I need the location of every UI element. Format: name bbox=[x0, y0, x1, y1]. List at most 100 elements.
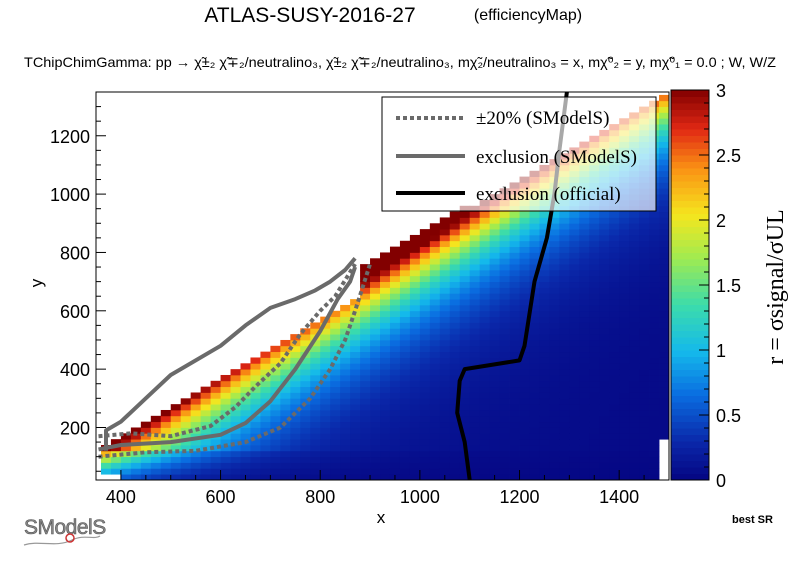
heatmap-cell bbox=[629, 363, 640, 370]
heatmap-cell bbox=[629, 392, 640, 399]
heatmap-cell bbox=[210, 409, 221, 417]
heatmap-cell bbox=[659, 293, 670, 300]
heatmap-cell bbox=[380, 427, 391, 434]
heatmap-cell bbox=[220, 468, 231, 475]
heatmap-cell bbox=[409, 316, 421, 323]
heatmap-cell bbox=[559, 240, 570, 248]
heatmap-cell bbox=[629, 433, 640, 440]
heatmap-cell bbox=[280, 468, 291, 475]
heatmap-cell bbox=[449, 421, 461, 428]
heatmap-cell bbox=[649, 240, 660, 248]
heatmap-cell bbox=[599, 474, 610, 481]
heatmap-cell bbox=[120, 474, 132, 481]
heatmap-cell bbox=[539, 421, 550, 428]
heatmap-cell bbox=[609, 328, 620, 335]
heatmap-cell bbox=[280, 474, 291, 481]
heatmap-cell bbox=[140, 450, 152, 458]
heatmap-cell bbox=[360, 398, 371, 405]
heatmap-cell bbox=[370, 351, 381, 358]
heatmap-cell bbox=[529, 450, 540, 458]
heatmap-cell bbox=[270, 369, 281, 376]
heatmap-cell bbox=[499, 433, 510, 440]
heatmap-cell bbox=[399, 404, 411, 411]
heatmap-cell bbox=[250, 363, 261, 370]
heatmap-cell bbox=[449, 450, 461, 458]
heatmap-cell bbox=[439, 275, 451, 283]
heatmap-cell bbox=[559, 444, 570, 452]
heatmap-cell bbox=[599, 456, 610, 463]
heatmap-cell bbox=[459, 415, 471, 423]
heatmap-cell bbox=[320, 456, 331, 463]
heatmap-cell bbox=[200, 427, 211, 434]
heatmap-cell bbox=[499, 439, 510, 446]
heatmap-cell bbox=[639, 392, 650, 399]
colorbar-segment bbox=[671, 135, 709, 143]
heatmap-cell bbox=[539, 439, 550, 446]
heatmap-cell bbox=[649, 293, 660, 300]
heatmap-cell bbox=[659, 252, 670, 259]
heatmap-cell bbox=[419, 339, 431, 347]
heatmap-cell bbox=[639, 223, 650, 230]
heatmap-cell bbox=[659, 258, 670, 265]
heatmap-cell bbox=[280, 398, 291, 405]
heatmap-cell bbox=[509, 234, 520, 242]
heatmap-cell bbox=[599, 316, 610, 323]
heatmap-cell bbox=[280, 415, 291, 423]
heatmap-cell bbox=[539, 339, 550, 347]
heatmap-cell bbox=[300, 386, 311, 393]
heatmap-cell bbox=[300, 328, 311, 335]
x-tick-label: 800 bbox=[305, 487, 335, 507]
heatmap-cell bbox=[479, 433, 491, 440]
heatmap-cell bbox=[409, 246, 421, 253]
heatmap-cell bbox=[449, 223, 461, 230]
heatmap-cell bbox=[489, 427, 500, 434]
heatmap-cell bbox=[659, 404, 670, 411]
heatmap-cell bbox=[200, 421, 211, 428]
heatmap-cell bbox=[439, 258, 451, 265]
heatmap-cell bbox=[449, 427, 461, 434]
heatmap-cell bbox=[320, 444, 331, 452]
heatmap-cell bbox=[280, 369, 291, 376]
heatmap-cell bbox=[519, 310, 530, 318]
heatmap-cell bbox=[419, 398, 431, 405]
heatmap-cell bbox=[180, 433, 192, 440]
heatmap-cell bbox=[539, 404, 550, 411]
heatmap-cell bbox=[599, 433, 610, 440]
heatmap-cell bbox=[599, 339, 610, 347]
heatmap-cell bbox=[350, 421, 361, 428]
heatmap-cell bbox=[340, 462, 351, 469]
heatmap-cell bbox=[449, 310, 461, 318]
heatmap-cell bbox=[469, 322, 481, 329]
heatmap-cell bbox=[399, 433, 411, 440]
heatmap-cell bbox=[559, 299, 570, 306]
heatmap-cell bbox=[389, 299, 401, 306]
heatmap-cell bbox=[619, 339, 630, 347]
heatmap-cell bbox=[419, 468, 431, 475]
heatmap-cell bbox=[659, 223, 670, 230]
heatmap-cell bbox=[509, 223, 520, 230]
heatmap-cell bbox=[619, 322, 630, 329]
heatmap-cell bbox=[479, 310, 491, 318]
heatmap-cell bbox=[270, 357, 281, 364]
heatmap-cell bbox=[449, 275, 461, 283]
heatmap-cell bbox=[130, 456, 142, 463]
heatmap-cell bbox=[399, 252, 411, 259]
heatmap-cell bbox=[469, 293, 481, 300]
heatmap-cell bbox=[439, 351, 451, 358]
heatmap-cell bbox=[350, 439, 361, 446]
heatmap-cell bbox=[529, 264, 540, 271]
heatmap-cell bbox=[370, 322, 381, 329]
heatmap-cell bbox=[579, 439, 590, 446]
heatmap-cell bbox=[609, 229, 620, 236]
heatmap-cell bbox=[479, 398, 491, 405]
heatmap-cell bbox=[509, 427, 520, 434]
heatmap-cell bbox=[629, 374, 640, 382]
heatmap-cell bbox=[399, 264, 411, 271]
heatmap-cell bbox=[230, 415, 241, 423]
heatmap-cell bbox=[589, 304, 600, 312]
heatmap-cell bbox=[409, 234, 421, 242]
heatmap-cell bbox=[539, 351, 550, 358]
colorbar-segment bbox=[671, 90, 709, 97]
heatmap-cell bbox=[569, 316, 580, 323]
heatmap-cell bbox=[140, 456, 152, 463]
